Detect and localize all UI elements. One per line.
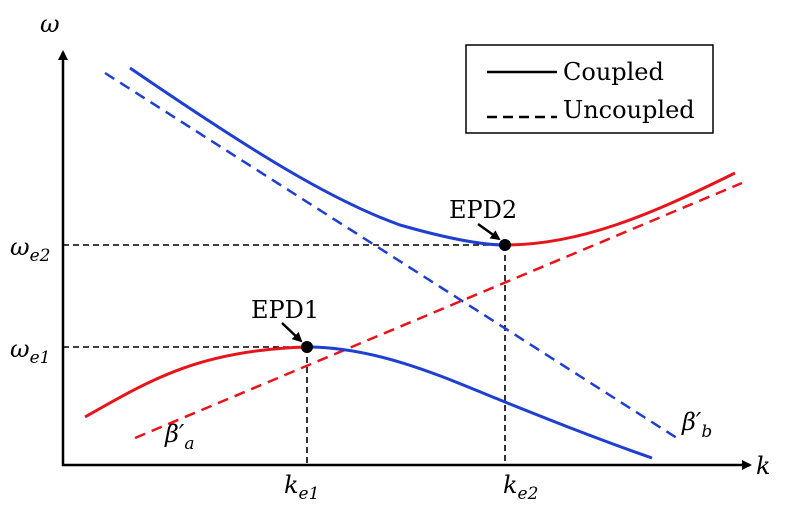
- curve-label: β′a: [164, 420, 194, 454]
- tick-sub: e1: [30, 348, 51, 368]
- coupled-lower-blue: [306, 345, 653, 460]
- tick-sub: e2: [518, 484, 539, 504]
- uncoupled-a: [134, 181, 743, 440]
- curve-base: β′: [681, 408, 702, 436]
- curve-sub: b: [701, 422, 712, 442]
- coupled-lower-red: [84, 345, 308, 419]
- epd-arrow: [477, 222, 501, 241]
- curve-sub: a: [184, 434, 194, 454]
- x-tick-label: ke1: [284, 471, 319, 504]
- epd-label: EPD2: [449, 196, 517, 224]
- x-tick-label: ke2: [503, 471, 538, 504]
- epd-arrow: [281, 322, 303, 343]
- legend-label: Uncoupled: [563, 96, 695, 124]
- tick-base: ω: [10, 335, 30, 363]
- curve-base: β′: [164, 420, 185, 448]
- coupled-upper-red: [504, 171, 736, 247]
- tick-base: k: [503, 471, 518, 499]
- epd-point: [499, 239, 511, 251]
- uncoupled-b: [104, 71, 681, 442]
- curve-label: β′b: [681, 408, 712, 442]
- y-axis-label: ω: [40, 10, 60, 38]
- x-axis-label: k: [756, 452, 771, 480]
- guides: [63, 244, 506, 465]
- tick-sub: e2: [30, 246, 51, 266]
- tick-base: k: [284, 471, 299, 499]
- legend-box: [465, 44, 714, 134]
- epd-point: [301, 341, 313, 353]
- tick-sub: e1: [299, 484, 320, 504]
- coupled-upper-blue: [129, 66, 506, 247]
- y-tick-label: ωe2: [10, 233, 50, 266]
- y-tick-label: ωe1: [10, 335, 50, 368]
- epd-label: EPD1: [251, 296, 319, 324]
- legend-label: Coupled: [563, 58, 664, 86]
- tick-base: ω: [10, 233, 30, 261]
